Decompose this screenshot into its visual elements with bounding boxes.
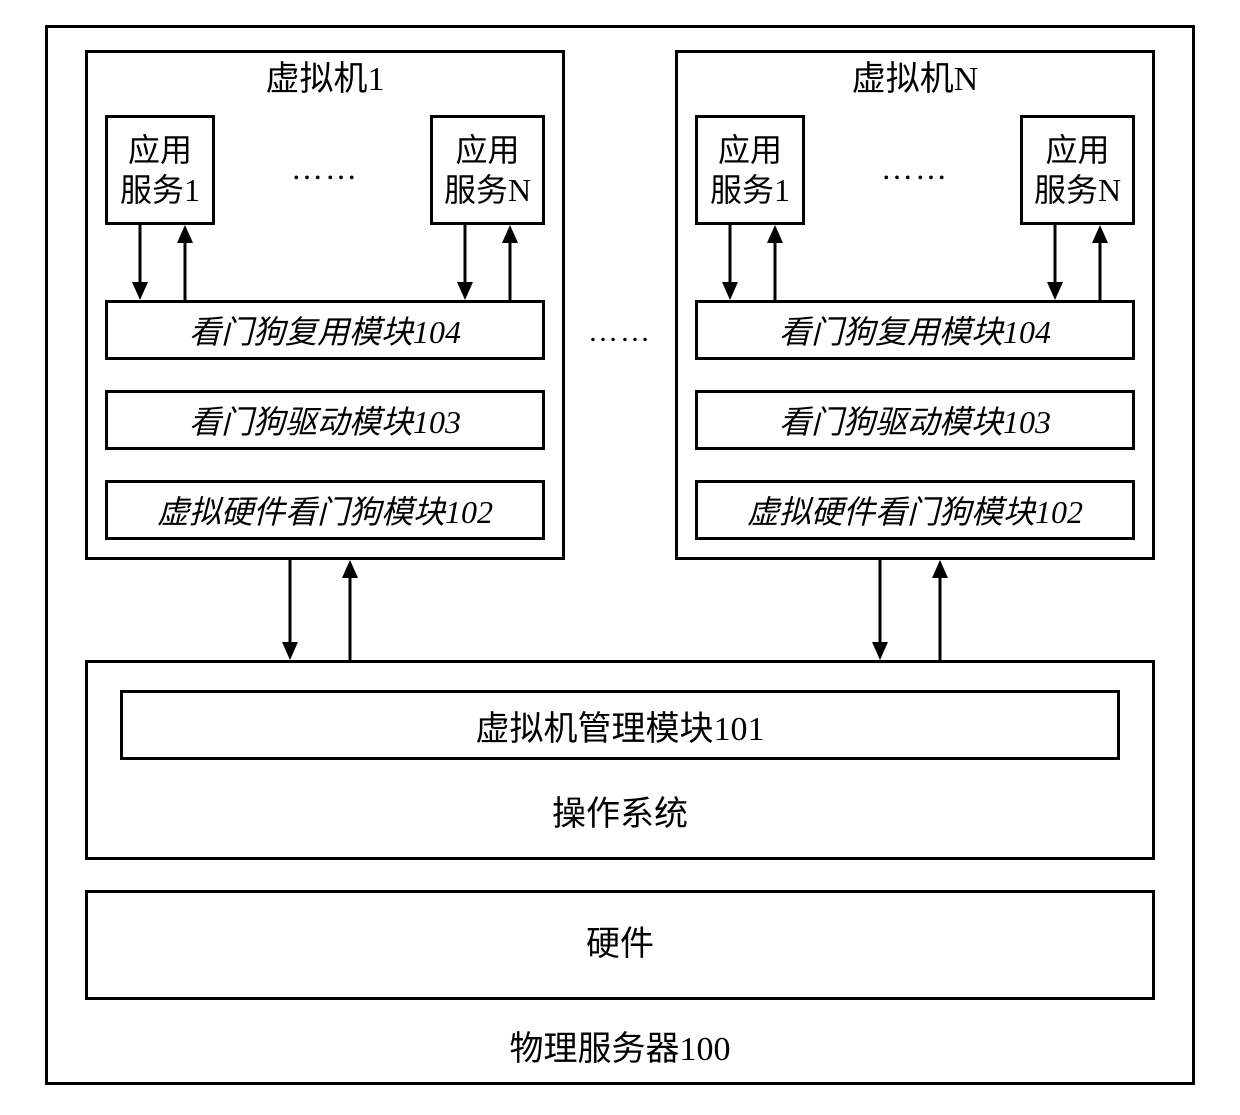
os-label: 操作系统 [85, 795, 1155, 836]
vmN-app1: 应用 服务1 [695, 115, 805, 225]
vm1-app1: 应用 服务1 [105, 115, 215, 225]
vmN-module-103: 看门狗驱动模块103 [695, 390, 1135, 450]
vm1-module-103: 看门狗驱动模块103 [105, 390, 545, 450]
vmN-module-104: 看门狗复用模块104 [695, 300, 1135, 360]
vm1-appN: 应用 服务N [430, 115, 545, 225]
between-vm-dots: …… [575, 315, 665, 349]
vm1-app-dots: …… [235, 150, 415, 187]
hardware-label: 硬件 [85, 925, 1155, 966]
vmN-title: 虚拟机N [675, 60, 1155, 101]
vm1-module-102: 虚拟硬件看门狗模块102 [105, 480, 545, 540]
vm1-title: 虚拟机1 [85, 60, 565, 101]
physical-server-label: 物理服务器100 [45, 1030, 1195, 1071]
vmN-appN: 应用 服务N [1020, 115, 1135, 225]
vmN-app-dots: …… [825, 150, 1005, 187]
vm-manager-module: 虚拟机管理模块101 [120, 690, 1120, 760]
diagram-canvas: 物理服务器100 硬件 操作系统 虚拟机管理模块101 虚拟机1 应用 服务1 … [0, 0, 1240, 1115]
vmN-module-102: 虚拟硬件看门狗模块102 [695, 480, 1135, 540]
vm1-module-104: 看门狗复用模块104 [105, 300, 545, 360]
